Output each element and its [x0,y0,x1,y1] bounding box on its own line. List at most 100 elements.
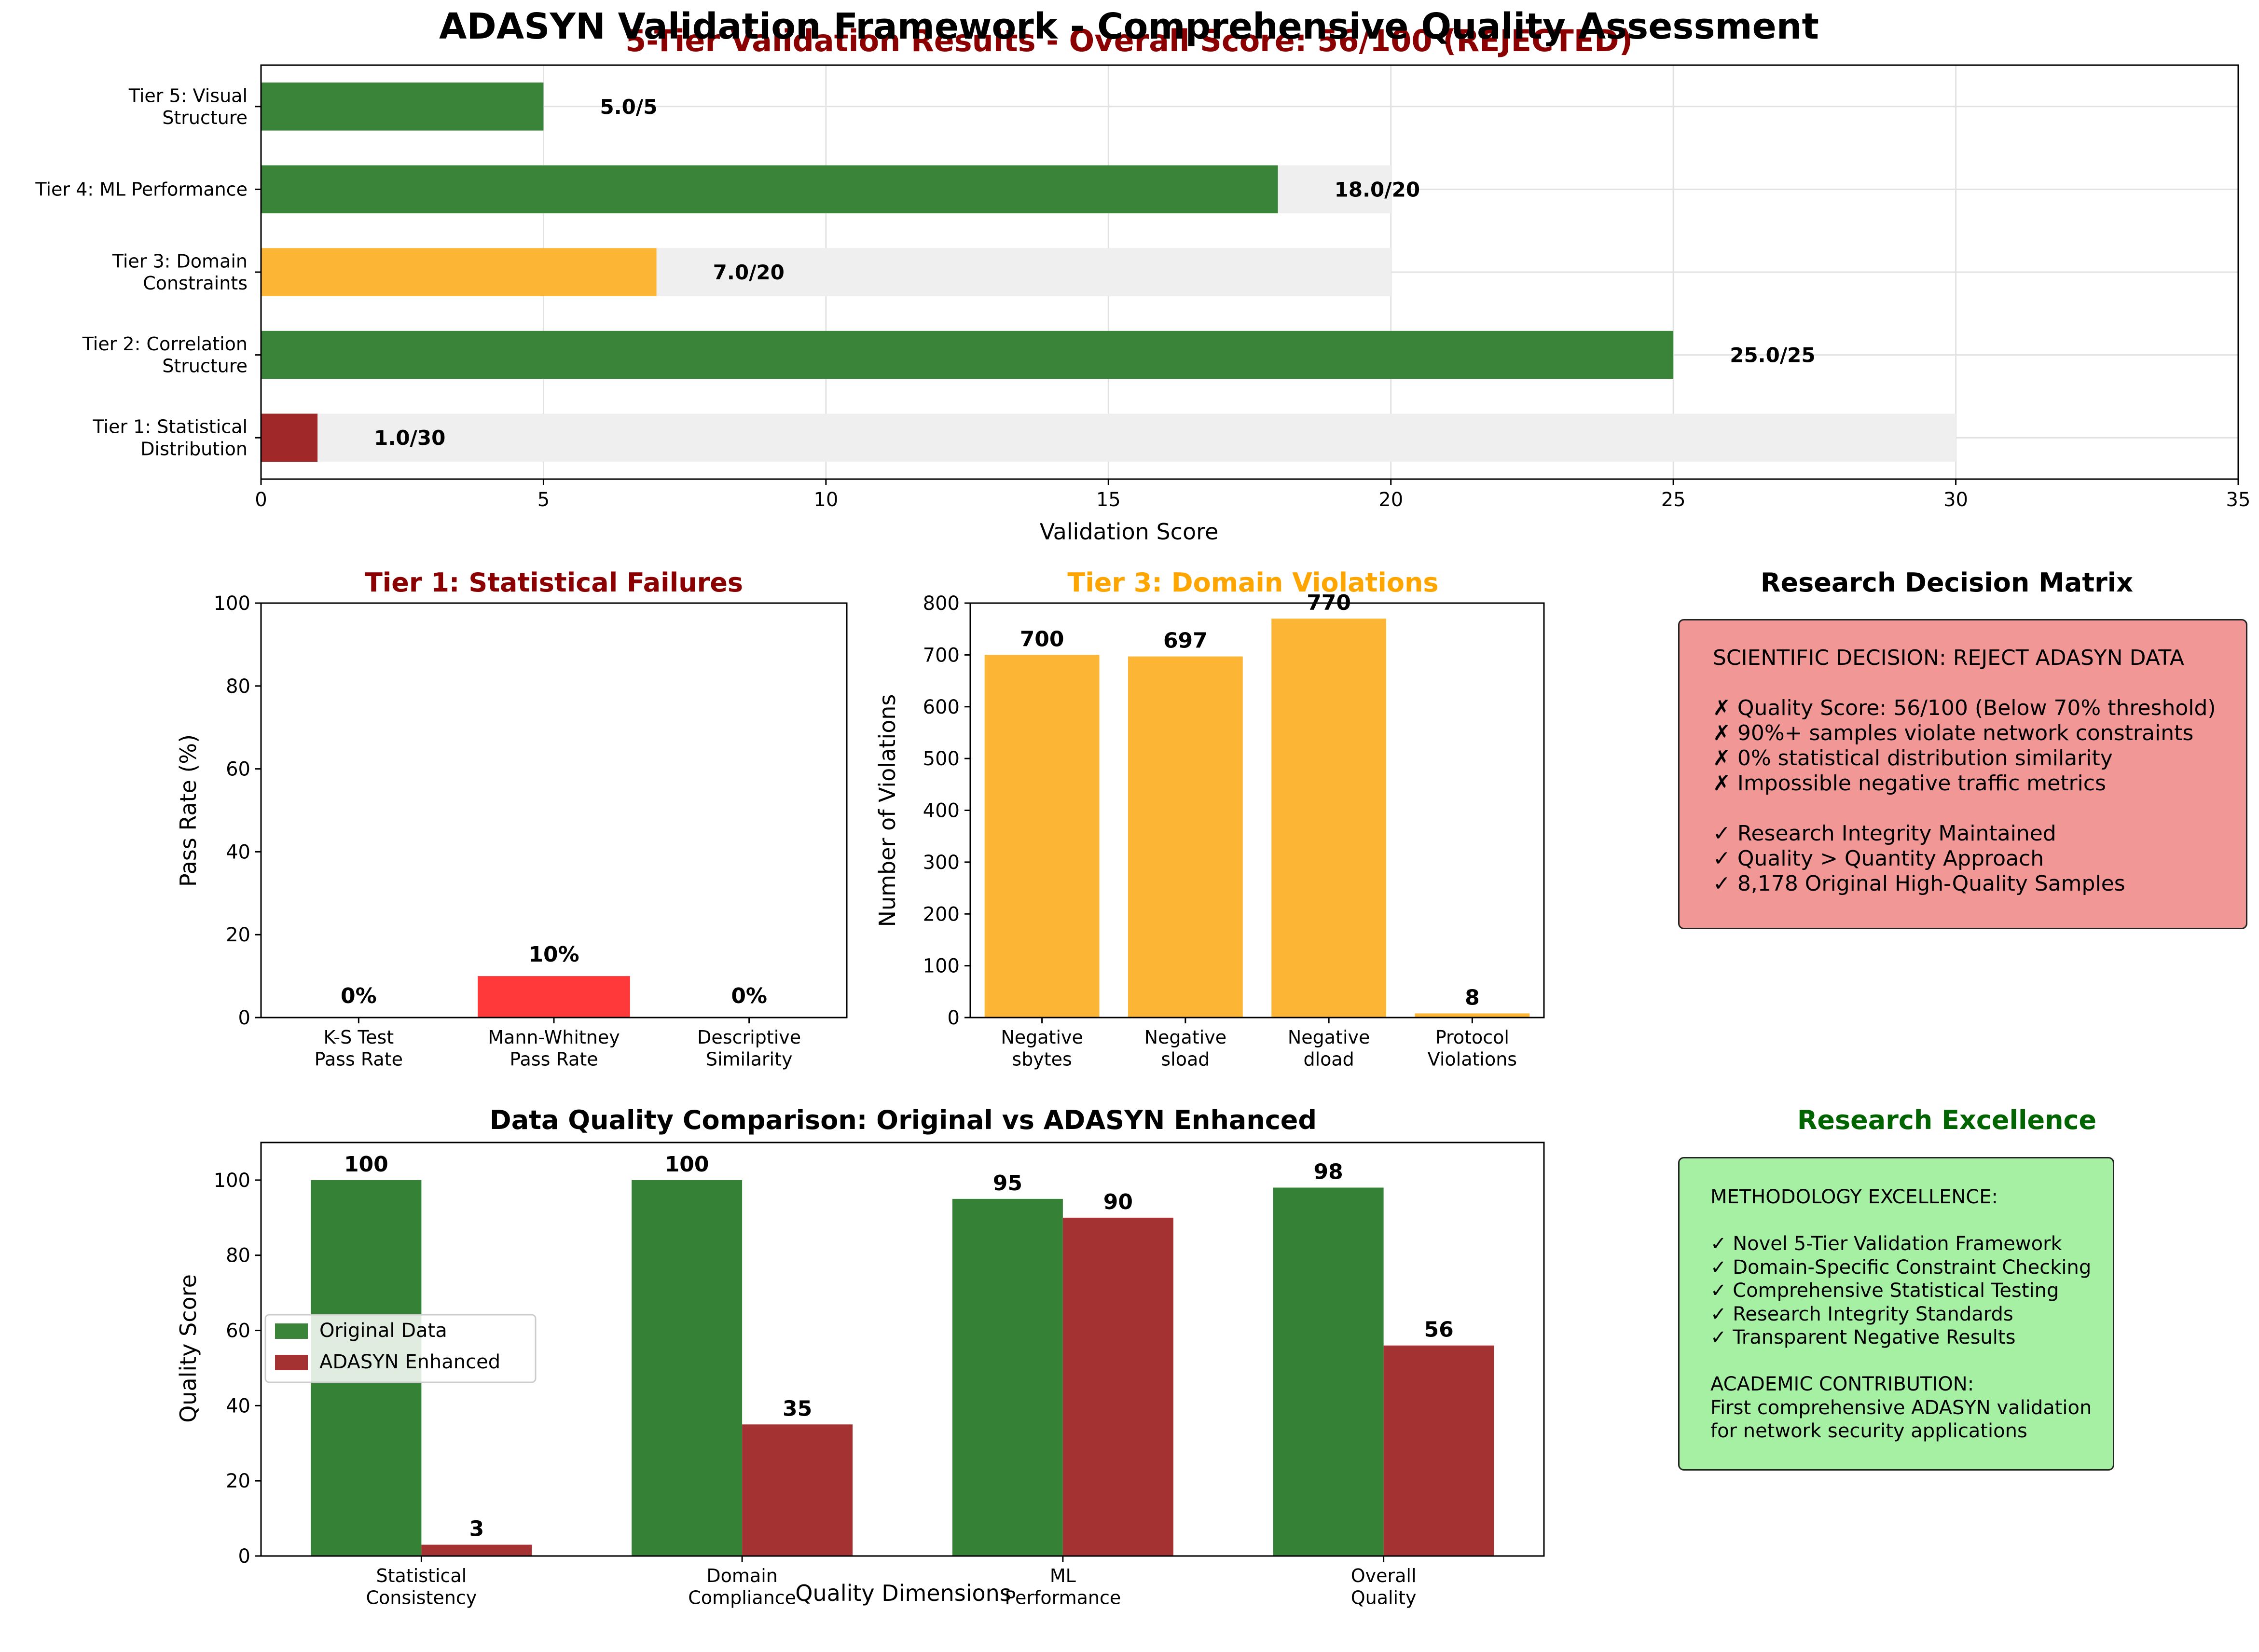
adasyn-bar [1383,1345,1494,1556]
tier3-ylabel: Number of Violations [874,694,900,927]
adasyn-value-label: 56 [1424,1318,1454,1342]
x-tick-label: 15 [1096,489,1121,511]
original-bar [1273,1187,1384,1556]
adasyn-bar [421,1544,532,1556]
decision-line: ✗ 0% statistical distribution similarity [1713,746,2113,771]
decision-matrix-title: Research Decision Matrix [1761,567,2133,598]
pass-rate-bar [478,976,630,1018]
decision-line: ✗ Impossible negative traffic metrics [1713,771,2106,796]
tier-score-label: 5.0/5 [600,95,658,119]
decision-line [1713,796,2246,821]
x-tick-label: K-S Test Pass Rate [315,1027,403,1070]
x-tick-label: ML Performance [1005,1565,1121,1609]
y-tick-label: 700 [923,644,960,666]
tier-score-bar [261,165,1278,214]
original-value-label: 98 [1314,1159,1343,1184]
y-tick-label: 800 [923,592,960,615]
original-bar [632,1180,743,1556]
excellence-line: ✓ Comprehensive Statistical Testing [1710,1280,2059,1302]
adasyn-value-label: 90 [1103,1190,1133,1214]
quality-comparison-title: Data Quality Comparison: Original vs ADA… [490,1105,1317,1135]
violation-label: 697 [1163,629,1208,653]
x-tick-label: 35 [2226,489,2251,511]
x-tick-label: Negative sbytes [1001,1027,1083,1070]
decision-line: ✓ Research Integrity Maintained [1713,821,2056,846]
y-tick-label: Tier 3: Domain Constraints [112,251,248,294]
legend-swatch-adasyn [275,1355,308,1370]
excellence-line: ✓ Domain-Specific Constraint Checking [1710,1256,2092,1279]
y-tick-label: 300 [923,852,960,874]
x-tick-label: Domain Compliance [688,1565,796,1609]
pass-rate-label: 0% [341,984,377,1008]
y-tick-label: 20 [226,1470,250,1492]
violation-label: 700 [1020,627,1064,651]
tier1-title: Tier 1: Statistical Failures [365,567,743,598]
y-tick-label: 40 [226,841,250,863]
excellence-line: METHODOLOGY EXCELLENCE: [1710,1186,1998,1208]
x-tick-label: 25 [1661,489,1686,511]
pass-rate-label: 10% [528,942,579,967]
y-tick-label: 100 [214,592,250,615]
y-tick-label: 0 [948,1007,960,1029]
tier-score-bar [261,330,1674,379]
decision-line: ✓ Quality > Quantity Approach [1713,846,2044,871]
y-tick-label: 80 [226,675,250,698]
decision-line: ✓ 8,178 Original High-Quality Samples [1713,871,2125,896]
y-tick-label: 200 [923,903,960,925]
tier1-ylabel: Pass Rate (%) [175,734,201,887]
original-value-label: 100 [344,1152,388,1177]
x-tick-label: 30 [1943,489,1968,511]
legend-label-original: Original Data [319,1320,447,1342]
tier-score-bar [261,248,657,296]
y-tick-label: 0 [238,1545,250,1568]
y-tick-label: 80 [226,1245,250,1267]
excellence-line [1710,1209,2113,1233]
original-value-label: 95 [993,1171,1022,1196]
excellence-line: ✓ Transparent Negative Results [1710,1326,2016,1349]
y-tick-label: 100 [214,1170,250,1192]
adasyn-bar [742,1424,853,1556]
y-tick-label: Tier 2: Correlation Structure [82,333,248,377]
research-excellence-title: Research Excellence [1797,1105,2096,1135]
original-bar [952,1198,1063,1556]
adasyn-bar [1062,1217,1173,1556]
max-score-bar [261,413,1956,462]
tier-results-title: 5-Tier Validation Results - Overall Scor… [625,23,1633,58]
tier1-failures-chart: 0% 10% 0% 0 20 40 60 80 100 K-S Test Pass Rate Man… [175,567,848,1070]
y-tick-label: Tier 4: ML Performance [35,179,248,200]
tier-score-bar [261,83,544,131]
y-tick-label: 500 [923,748,960,770]
adasyn-value-label: 35 [783,1396,812,1421]
x-tick-label: 20 [1378,489,1403,511]
excellence-line: for network security applications [1710,1420,2027,1442]
figure-suptitle: ADASYN Validation Framework - Comprehens… [439,6,1819,47]
tier-results-chart: 1.0/30 25.0/25 7.0/20 18.0/20 5.0/5 0 5 10 15 20… [35,23,2250,545]
y-tick-label: 40 [226,1395,250,1417]
excellence-line: ✓ Novel 5-Tier Validation Framework [1710,1233,2062,1255]
tier-score-bar [261,413,318,462]
x-tick-label: Statistical Consistency [366,1565,477,1609]
decision-matrix-box: SCIENTIFIC DECISION: REJECT ADASYN DATA … [1678,619,2247,929]
x-tick-label: Overall Quality [1351,1565,1417,1609]
y-tick-label: 60 [226,1320,250,1342]
tier-score-label: 7.0/20 [713,261,785,284]
quality-legend: Original Data ADASYN Enhanced [264,1314,537,1383]
y-tick-label: Tier 1: Statistical Distribution [93,416,248,460]
original-value-label: 100 [665,1152,709,1177]
quality-comparison-chart: 100 100 95 98 3 35 90 56 0 20 40 60 80 100 Statistica… [175,1105,1545,1609]
x-tick-label: 5 [537,489,550,511]
excellence-line: ACADEMIC CONTRIBUTION: [1710,1373,1974,1395]
excellence-line: First comprehensive ADASYN validation [1710,1396,2092,1419]
violation-bar [1128,656,1243,1018]
tier-score-label: 25.0/25 [1730,344,1815,367]
y-tick-label: 0 [238,1007,250,1029]
x-tick-label: Negative sload [1144,1027,1227,1070]
x-tick-label: 0 [255,489,267,511]
decision-line: SCIENTIFIC DECISION: REJECT ADASYN DATA [1713,646,2184,670]
tier-results-xlabel: Validation Score [1040,519,1219,545]
y-tick-label: 600 [923,696,960,718]
violation-label: 8 [1465,985,1480,1010]
y-tick-label: 60 [226,758,250,781]
violation-bar [1415,1013,1530,1018]
